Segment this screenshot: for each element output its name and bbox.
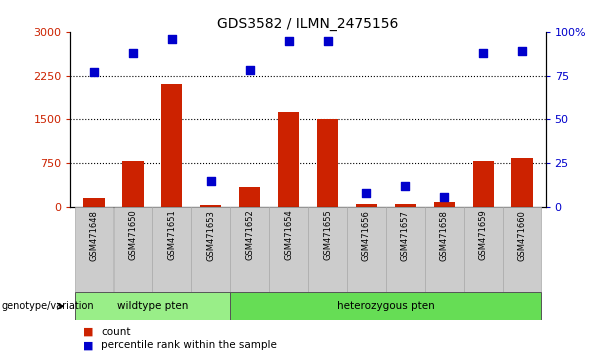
Text: GSM471652: GSM471652 <box>245 210 254 261</box>
Bar <box>356 204 377 207</box>
Point <box>284 38 294 44</box>
Text: ■: ■ <box>83 340 93 350</box>
Title: GDS3582 / ILMN_2475156: GDS3582 / ILMN_2475156 <box>218 17 398 31</box>
Bar <box>239 187 261 207</box>
Bar <box>464 207 503 292</box>
Text: GSM471658: GSM471658 <box>440 210 449 261</box>
Text: GSM471660: GSM471660 <box>518 210 527 261</box>
Bar <box>75 207 113 292</box>
Point <box>478 50 488 56</box>
Bar <box>473 161 494 207</box>
Bar <box>425 207 463 292</box>
Bar <box>191 207 230 292</box>
Point <box>245 68 254 73</box>
Point <box>128 50 138 56</box>
Point <box>362 190 371 196</box>
Bar <box>386 207 425 292</box>
Text: GSM471654: GSM471654 <box>284 210 293 261</box>
Bar <box>503 207 541 292</box>
Bar <box>269 207 308 292</box>
Bar <box>113 207 152 292</box>
Bar <box>153 207 191 292</box>
Text: wildtype pten: wildtype pten <box>116 301 188 311</box>
Bar <box>317 119 338 207</box>
Bar <box>511 158 533 207</box>
Bar <box>75 292 230 320</box>
Text: genotype/variation: genotype/variation <box>1 301 94 311</box>
Point <box>89 69 99 75</box>
Text: GSM471650: GSM471650 <box>128 210 137 261</box>
Bar <box>230 207 269 292</box>
Point <box>167 36 177 42</box>
Point <box>206 178 216 184</box>
Bar <box>161 85 183 207</box>
Bar <box>83 198 105 207</box>
Text: GSM471655: GSM471655 <box>323 210 332 261</box>
Point <box>517 48 527 54</box>
Bar <box>308 207 347 292</box>
Point <box>440 194 449 199</box>
Point <box>400 183 410 189</box>
Text: count: count <box>101 327 131 337</box>
Bar <box>433 202 455 207</box>
Text: GSM471659: GSM471659 <box>479 210 488 261</box>
Bar <box>122 161 143 207</box>
Text: GSM471653: GSM471653 <box>206 210 215 261</box>
Text: GSM471648: GSM471648 <box>89 210 98 261</box>
Point <box>322 38 332 44</box>
Text: GSM471656: GSM471656 <box>362 210 371 261</box>
Text: percentile rank within the sample: percentile rank within the sample <box>101 340 277 350</box>
Text: heterozygous pten: heterozygous pten <box>337 301 435 311</box>
Text: ■: ■ <box>83 327 93 337</box>
Bar <box>347 207 386 292</box>
Text: GSM471657: GSM471657 <box>401 210 410 261</box>
Bar <box>200 205 221 207</box>
Bar <box>230 292 541 320</box>
Bar <box>278 113 299 207</box>
Bar <box>395 204 416 207</box>
Text: GSM471651: GSM471651 <box>167 210 177 261</box>
